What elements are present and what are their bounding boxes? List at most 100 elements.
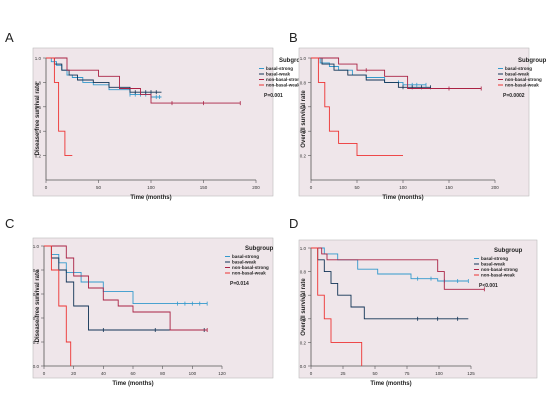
y-tick-label: 0.2 bbox=[300, 340, 307, 345]
p-value: P=0.001 bbox=[264, 93, 283, 99]
plot-background bbox=[32, 47, 274, 197]
x-tick-label: 150 bbox=[445, 185, 453, 190]
y-tick-label: 0.8 bbox=[300, 270, 307, 275]
x-axis-label: Time (months) bbox=[112, 381, 153, 387]
km-panel-a: A 0.2 0.4 0.6 0.8 1.0 0 50 100 150 200 Time (months… bbox=[5, 30, 308, 201]
x-tick-label: 50 bbox=[354, 185, 360, 190]
survival-curve-basal-weak bbox=[311, 247, 469, 320]
legend-entry: non-basal-weak bbox=[232, 271, 266, 276]
legend-entry: non-basal-weak bbox=[266, 83, 300, 88]
x-tick-label: 25 bbox=[340, 371, 346, 376]
y-tick-label: 1.0 bbox=[300, 56, 307, 61]
x-tick-label: 0 bbox=[43, 371, 46, 376]
y-tick-label: 0.4 bbox=[300, 317, 307, 322]
x-tick-label: 100 bbox=[399, 185, 407, 190]
legend-entry: basal-strong bbox=[266, 66, 293, 71]
x-tick-label: 75 bbox=[404, 371, 410, 376]
panel-label: A bbox=[5, 30, 14, 45]
panel-label: C bbox=[5, 216, 14, 231]
y-axis-label: Overall survival rate bbox=[301, 278, 307, 336]
y-tick-label: 0.6 bbox=[33, 292, 40, 297]
x-tick-label: 100 bbox=[147, 185, 155, 190]
y-tick-label: 0.2 bbox=[300, 154, 307, 159]
x-axis-label: Time (months) bbox=[370, 381, 411, 387]
panel-label: B bbox=[289, 30, 298, 45]
y-tick-label: 1.0 bbox=[35, 56, 42, 61]
x-tick-label: 60 bbox=[130, 371, 136, 376]
x-tick-label: 150 bbox=[200, 185, 208, 190]
p-value: P=0.0002 bbox=[503, 93, 525, 99]
survival-curve-non-basal-weak bbox=[44, 245, 72, 366]
y-tick-label: 0.2 bbox=[33, 340, 40, 345]
km-panel-b: B 0.2 0.4 0.6 0.8 1.0 0 50 100 150 200 Time (months… bbox=[289, 30, 547, 201]
survival-curve-non-basal-strong bbox=[311, 247, 485, 290]
x-tick-label: 0 bbox=[310, 371, 313, 376]
panel-label: D bbox=[289, 216, 298, 231]
x-tick-label: 200 bbox=[252, 185, 260, 190]
legend-entry: basal-weak bbox=[232, 260, 257, 265]
plot-background bbox=[298, 239, 538, 379]
km-panel-c: C 0.0 0.2 0.4 0.6 0.8 1.0 0 20 40 60 80 100 120 Time (… bbox=[5, 216, 274, 387]
legend-entry: non-basal-weak bbox=[505, 83, 539, 88]
y-tick-label: 0.8 bbox=[35, 80, 42, 85]
legend-entry: basal-weak bbox=[505, 72, 530, 77]
x-tick-label: 120 bbox=[218, 371, 226, 376]
plot-background bbox=[32, 237, 274, 379]
legend-entry: basal-strong bbox=[481, 256, 508, 261]
y-axis-label: Overall survival rate bbox=[301, 90, 307, 148]
x-axis-label: Time (months) bbox=[130, 195, 171, 201]
y-tick-label: 0.6 bbox=[300, 293, 307, 298]
y-axis-label: Disease-free survival rate bbox=[35, 269, 41, 342]
y-tick-label: 0.4 bbox=[35, 129, 42, 134]
x-tick-label: 125 bbox=[467, 371, 475, 376]
legend-entry: non-basal-weak bbox=[481, 273, 515, 278]
y-tick-label: 0.4 bbox=[300, 129, 307, 134]
legend-title: Subgroup bbox=[279, 58, 308, 64]
x-tick-label: 100 bbox=[435, 371, 443, 376]
legend-entry: basal-weak bbox=[266, 72, 291, 77]
x-tick-label: 50 bbox=[372, 371, 378, 376]
legend-title: Subgroup bbox=[518, 58, 547, 64]
legend-entry: basal-strong bbox=[232, 254, 259, 259]
y-tick-label: 1.0 bbox=[300, 246, 307, 251]
survival-curve-non-basal-weak bbox=[46, 57, 73, 157]
legend-title: Subgroup bbox=[245, 246, 274, 252]
legend-entry: basal-weak bbox=[481, 262, 506, 267]
legend-entry: non-basal-strong bbox=[505, 77, 542, 82]
survival-curve-non-basal-weak bbox=[311, 247, 363, 366]
survival-curve-non-basal-strong bbox=[44, 245, 208, 331]
y-tick-label: 0.0 bbox=[300, 364, 307, 369]
x-tick-label: 200 bbox=[491, 185, 499, 190]
survival-curve-basal-weak bbox=[44, 245, 208, 331]
legend-title: Subgroup bbox=[494, 248, 523, 254]
x-tick-label: 80 bbox=[160, 371, 166, 376]
y-tick-label: 0.2 bbox=[35, 154, 42, 159]
x-tick-label: 50 bbox=[96, 185, 102, 190]
y-tick-label: 0.6 bbox=[300, 105, 307, 110]
x-tick-label: 0 bbox=[310, 185, 313, 190]
legend-entry: non-basal-strong bbox=[232, 265, 269, 270]
y-tick-label: 1.0 bbox=[33, 244, 40, 249]
legend-entry: non-basal-strong bbox=[266, 77, 303, 82]
x-tick-label: 40 bbox=[101, 371, 107, 376]
p-value: P=0.014 bbox=[230, 281, 249, 287]
x-tick-label: 20 bbox=[71, 371, 77, 376]
plot-background bbox=[298, 47, 530, 197]
y-tick-label: 0.6 bbox=[35, 105, 42, 110]
survival-curve-non-basal-strong bbox=[46, 57, 241, 104]
legend-entry: non-basal-strong bbox=[481, 267, 518, 272]
p-value: P<0.001 bbox=[479, 283, 498, 289]
y-tick-label: 0.8 bbox=[33, 268, 40, 273]
survival-curve-basal-weak bbox=[311, 57, 431, 88]
y-tick-label: 0.8 bbox=[300, 80, 307, 85]
x-axis-label: Time (months) bbox=[382, 195, 423, 201]
legend-entry: basal-strong bbox=[505, 66, 532, 71]
y-tick-label: 0.4 bbox=[33, 316, 40, 321]
x-tick-label: 100 bbox=[189, 371, 197, 376]
x-tick-label: 0 bbox=[45, 185, 48, 190]
survival-curve-non-basal-strong bbox=[311, 57, 482, 89]
survival-curve-non-basal-weak bbox=[311, 57, 403, 157]
y-axis-label: Disease-free survival rate bbox=[35, 82, 41, 155]
y-tick-label: 0.0 bbox=[33, 364, 40, 369]
